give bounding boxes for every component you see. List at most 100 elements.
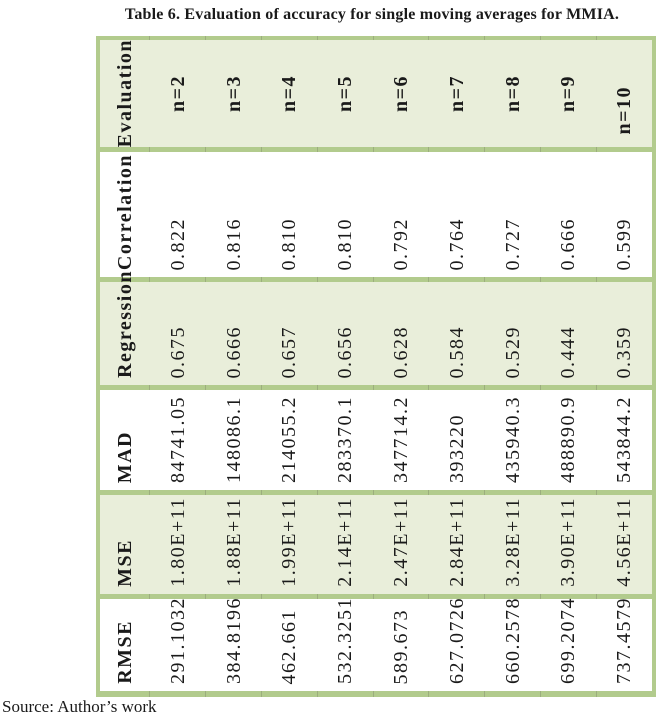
grid-tick <box>429 385 486 390</box>
table-cell: 1.88E+11 <box>206 495 262 594</box>
grid-tick <box>150 277 206 282</box>
cell-value: 660.2578 <box>501 597 524 684</box>
grid-tick <box>485 385 542 390</box>
table-cell: 3.28E+11 <box>485 495 541 594</box>
cell-value: 543844.2 <box>613 396 636 483</box>
grid-tick <box>374 36 430 40</box>
table-cell: 488890.9 <box>540 390 596 490</box>
grid-tick <box>150 36 206 40</box>
cell-value: 0.359 <box>613 325 636 379</box>
cell-value: 393220 <box>445 414 468 483</box>
grid-tick <box>429 147 486 152</box>
grid-rule <box>100 490 652 495</box>
table-cell: 291.1032 <box>150 597 206 691</box>
row-header-cell: MAD <box>100 390 150 490</box>
grid-tick <box>541 36 598 40</box>
evaluation-table: Evaluation n=2 n=3 n=4 n=5 n=6 n=7 n=8 n=9 n=10 Co… <box>96 36 656 697</box>
table-cell: 0.656 <box>317 282 373 385</box>
table-band-evaluation: Evaluation n=2 n=3 n=4 n=5 n=6 n=7 n=8 n=9 n=10 <box>100 39 652 148</box>
grid-tick <box>374 147 430 152</box>
table-cell: n=9 <box>540 40 596 147</box>
grid-tick <box>100 691 150 697</box>
table-cell: 0.599 <box>596 152 652 277</box>
cell-value: n=5 <box>334 74 357 113</box>
table-cell: 589.673 <box>373 599 429 691</box>
table-cell: 0.628 <box>373 282 429 385</box>
grid-tick <box>318 691 374 697</box>
table-cell: n=8 <box>485 40 541 147</box>
grid-tick <box>150 594 206 599</box>
cell-value: 462.661 <box>278 608 301 685</box>
grid-tick <box>541 385 598 390</box>
cell-value: 0.666 <box>222 325 245 379</box>
cell-value: 0.822 <box>166 217 189 271</box>
row-header-label: Correlation <box>114 153 136 270</box>
table-cell: 393220 <box>429 390 485 490</box>
table-band-mse: MSE 1.80E+11 1.88E+11 1.99E+11 2.14E+11 2.47E… <box>100 495 652 594</box>
table-cell: 0.444 <box>540 282 596 385</box>
table-cell: 462.661 <box>262 599 318 691</box>
table-cell: 1.80E+11 <box>150 495 206 594</box>
table-band-regression: Regression 0.675 0.666 0.657 0.656 0.628 0.584… <box>100 270 652 385</box>
cell-value: 488890.9 <box>557 396 580 483</box>
source-note: Source: Author’s work <box>2 697 157 716</box>
cell-value: 0.584 <box>445 325 468 379</box>
grid-rule <box>100 691 652 697</box>
grid-tick <box>262 147 318 152</box>
table-cell: 0.657 <box>262 282 318 385</box>
cell-value: 291.1032 <box>166 597 189 684</box>
table-cell: 627.0726 <box>429 597 485 691</box>
cell-value: n=3 <box>222 74 245 113</box>
table-cell: n=6 <box>373 40 429 147</box>
grid-tick <box>429 490 486 495</box>
cell-value: 3.90E+11 <box>557 497 580 587</box>
grid-tick <box>485 691 542 697</box>
table-cell: 2.47E+11 <box>373 495 429 594</box>
table-cell: 0.764 <box>429 152 485 277</box>
table-cell: 0.675 <box>150 282 206 385</box>
cell-value: 1.99E+11 <box>278 497 301 587</box>
grid-tick <box>150 691 206 697</box>
cell-value: n=10 <box>613 86 636 135</box>
table-cell: 0.666 <box>540 152 596 277</box>
grid-tick <box>429 277 486 282</box>
table-cell: 737.4579 <box>596 597 652 691</box>
cell-value: n=9 <box>557 74 580 113</box>
cell-value: 0.727 <box>501 217 524 271</box>
cell-value: 214055.2 <box>278 396 301 483</box>
row-header-label: MAD <box>114 430 136 483</box>
row-header-cell: Evaluation <box>100 39 150 148</box>
cell-value: 0.764 <box>445 217 468 271</box>
cell-value: 0.675 <box>166 325 189 379</box>
grid-tick <box>100 147 150 152</box>
row-header-label: Evaluation <box>114 39 136 148</box>
table-cell: 0.810 <box>317 152 373 277</box>
table-cell: 0.359 <box>596 282 652 385</box>
grid-tick <box>262 385 318 390</box>
grid-tick <box>100 594 150 599</box>
cell-value: 0.529 <box>501 325 524 379</box>
grid-tick <box>429 594 486 599</box>
grid-tick <box>485 277 542 282</box>
cell-value: 2.84E+11 <box>445 497 468 587</box>
grid-tick <box>429 36 486 40</box>
table-cell: 435940.3 <box>485 390 541 490</box>
table-cell: n=10 <box>596 40 652 147</box>
cell-value: 532.3251 <box>334 597 357 684</box>
cell-value: 2.47E+11 <box>390 497 413 587</box>
grid-tick <box>150 490 206 495</box>
table-band-correlation: Correlation 0.822 0.816 0.810 0.810 0.792 0.76… <box>100 152 652 277</box>
cell-value: 84741.05 <box>166 396 189 483</box>
table-cell: n=4 <box>262 40 318 147</box>
grid-tick <box>318 36 374 40</box>
cell-value: 3.28E+11 <box>501 497 524 587</box>
grid-tick <box>541 594 598 599</box>
row-header-cell: RMSE <box>100 599 150 691</box>
grid-tick <box>318 594 374 599</box>
grid-tick <box>150 147 206 152</box>
grid-tick <box>485 490 542 495</box>
grid-tick <box>318 385 374 390</box>
grid-tick <box>262 490 318 495</box>
grid-tick <box>485 36 542 40</box>
cell-value: 148086.1 <box>222 396 245 483</box>
